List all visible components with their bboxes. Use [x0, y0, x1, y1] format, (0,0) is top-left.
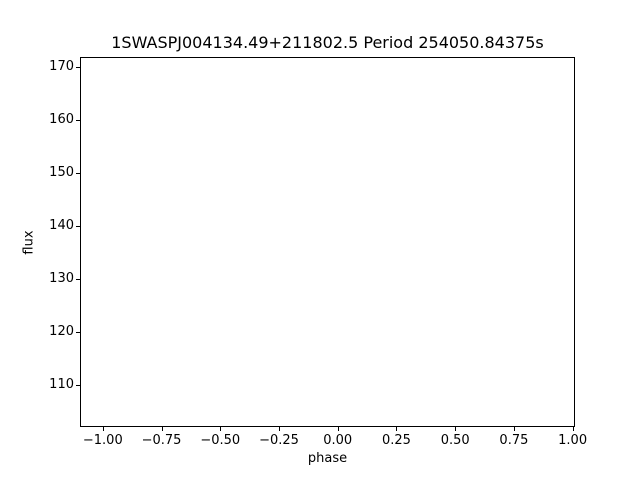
plot-area: [80, 57, 575, 427]
x-axis-label: phase: [307, 451, 348, 466]
y-axis-label: flux: [21, 230, 37, 255]
x-tick-label: 0.25: [381, 433, 411, 448]
x-tick-label: −1.00: [82, 433, 123, 448]
x-tick: [279, 427, 280, 431]
y-tick: [76, 278, 80, 280]
x-tick: [161, 427, 163, 431]
x-tick: [513, 427, 515, 431]
y-tick: [76, 384, 80, 386]
x-tick-label: 1.00: [558, 433, 588, 448]
y-tick: [76, 119, 80, 121]
x-tick-label: 0.00: [323, 433, 353, 448]
x-tick: [220, 427, 222, 431]
x-tick-label: −0.25: [259, 433, 299, 448]
x-tick-label: 0.50: [440, 433, 470, 448]
y-tick: [76, 225, 80, 227]
y-tick: [76, 331, 80, 333]
y-tick-label: 110: [49, 376, 74, 392]
y-tick-label: 160: [49, 111, 74, 127]
y-tick: [76, 67, 80, 69]
x-tick-label: −0.75: [141, 433, 182, 448]
x-tick: [455, 427, 457, 431]
x-tick: [337, 427, 339, 431]
y-tick: [76, 172, 80, 174]
y-tick-label: 140: [49, 217, 74, 233]
x-tick: [572, 427, 574, 431]
x-tick-label: 0.75: [499, 433, 529, 448]
y-tick-label: 120: [49, 323, 74, 339]
x-tick: [396, 427, 398, 431]
x-tick: [102, 427, 104, 431]
y-tick-label: 170: [49, 59, 74, 75]
y-tick-label: 130: [49, 270, 74, 286]
x-tick-label: −0.50: [200, 433, 241, 448]
y-tick-label: 150: [49, 164, 74, 180]
